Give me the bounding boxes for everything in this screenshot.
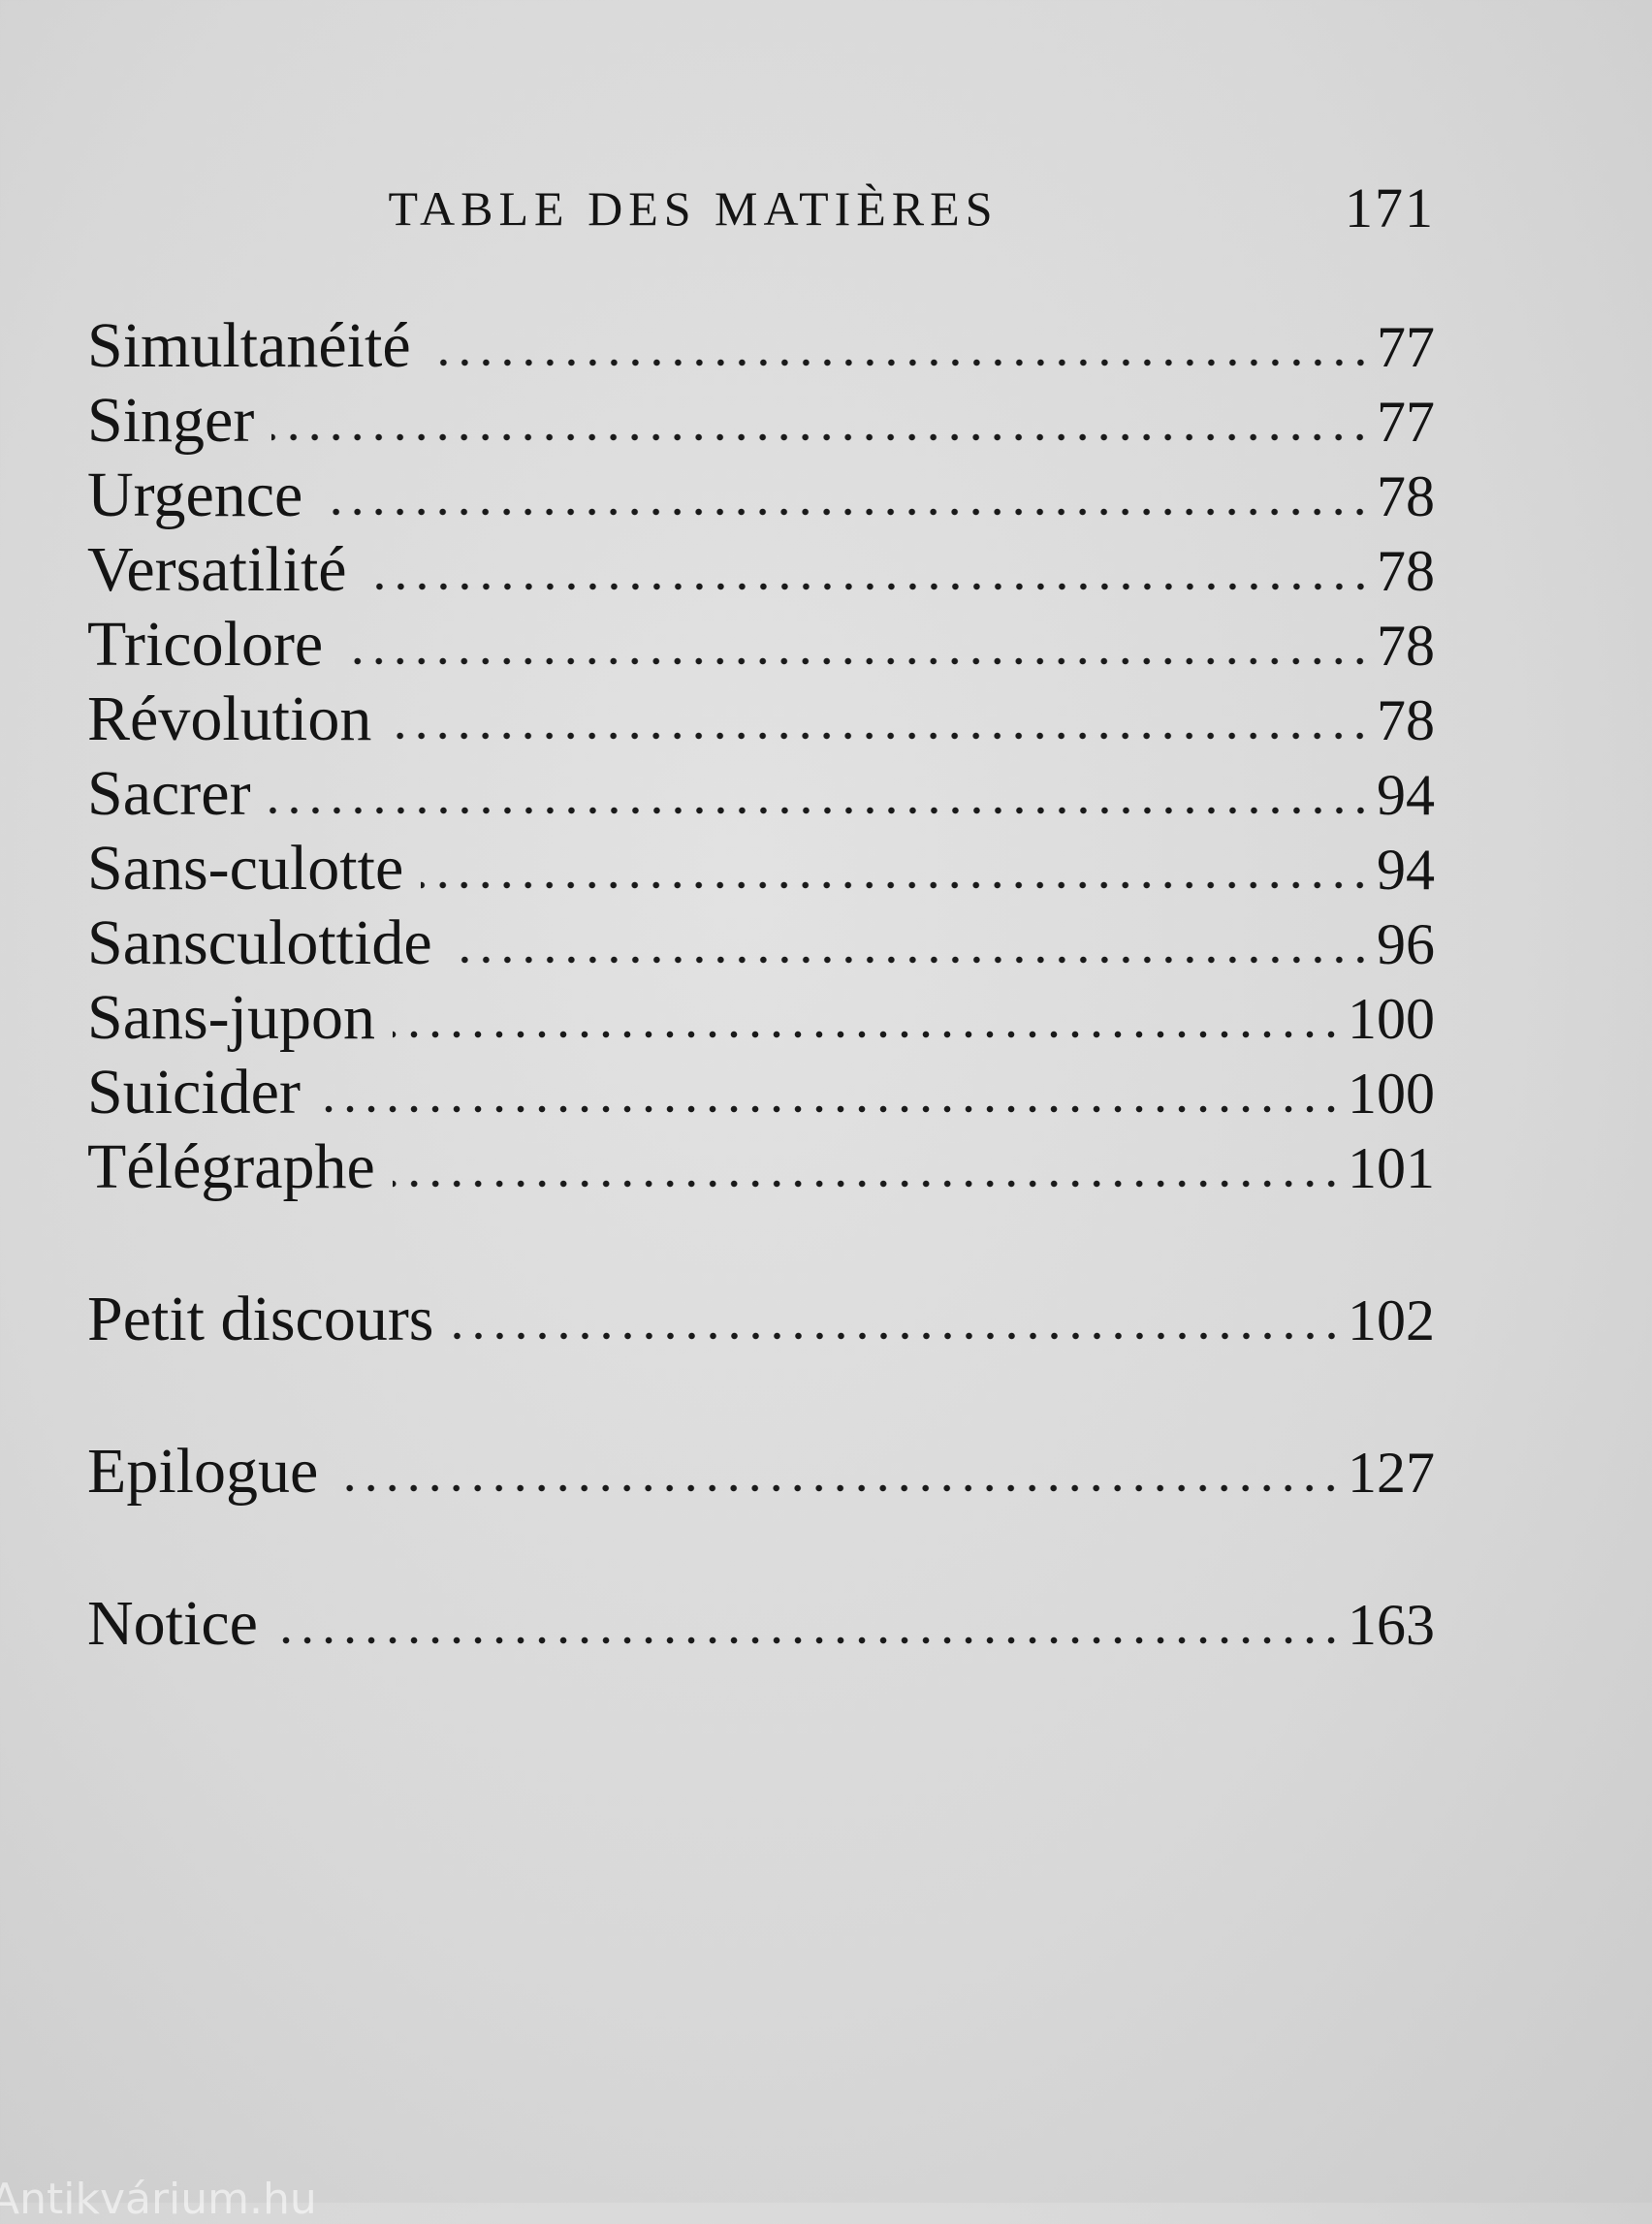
entry-label: Sans-jupon	[87, 982, 375, 1053]
watermark: Antikvárium.hu	[0, 2175, 317, 2224]
dot-leader	[335, 1484, 1342, 1492]
entry-label: Notice	[87, 1588, 258, 1659]
toc-entry: Télégraphe 101	[87, 1129, 1435, 1204]
dot-leader	[392, 1180, 1342, 1188]
dot-leader	[421, 881, 1371, 889]
entry-label: Suicider	[87, 1057, 301, 1128]
toc-entry: Epilogue 127	[87, 1434, 1435, 1509]
toc-entry: Notice 163	[87, 1586, 1435, 1661]
entry-label: Singer	[87, 385, 255, 456]
entry-page: 102	[1348, 1288, 1435, 1352]
header-page-number: 171	[1345, 176, 1435, 239]
entry-label: Sacrer	[87, 758, 251, 829]
header-title: TABLE DES MATIÈRES	[388, 181, 999, 236]
entry-page: 127	[1348, 1441, 1435, 1505]
toc-entry: Singer 77	[87, 383, 1435, 458]
dot-leader	[364, 583, 1371, 590]
dot-leader	[451, 1332, 1342, 1340]
dot-leader	[274, 1636, 1342, 1644]
entry-page: 94	[1377, 763, 1435, 827]
entry-label: Révolution	[87, 683, 372, 754]
entry-page: 101	[1348, 1136, 1435, 1200]
entry-page: 94	[1377, 838, 1435, 902]
dot-leader	[320, 508, 1371, 516]
toc-entry: Sans-jupon 100	[87, 980, 1435, 1055]
entry-page: 78	[1377, 539, 1435, 603]
entry-page: 78	[1377, 464, 1435, 528]
toc-entry: Tricolore 78	[87, 607, 1435, 682]
entry-page: 163	[1348, 1593, 1435, 1657]
toc-entry: Petit discours 102	[87, 1282, 1435, 1356]
toc-entry: Urgence 78	[87, 458, 1435, 532]
entry-label: Sansculottide	[87, 907, 432, 978]
dot-leader	[393, 1031, 1342, 1038]
entry-page: 77	[1377, 390, 1435, 454]
entry-label: Simultanéité	[87, 310, 411, 381]
entry-label: Epilogue	[87, 1436, 319, 1507]
dot-leader	[268, 807, 1371, 814]
entry-label: Tricolore	[87, 609, 324, 680]
toc-entry: Sans-culotte 94	[87, 831, 1435, 905]
toc-entry: Suicider 100	[87, 1055, 1435, 1129]
toc-entry: Sacrer 94	[87, 756, 1435, 831]
dot-leader	[428, 359, 1371, 366]
toc-entry: Simultanéité 77	[87, 308, 1435, 383]
dot-leader	[271, 433, 1371, 441]
toc-group: Simultanéité 77 Singer 77 Urgence 78 Versatili…	[87, 308, 1435, 1204]
entry-page: 78	[1377, 614, 1435, 678]
entry-page: 100	[1348, 987, 1435, 1051]
running-header: TABLE DES MATIÈRES 171	[87, 175, 1435, 242]
toc-entry: Révolution 78	[87, 682, 1435, 756]
entry-page: 78	[1377, 688, 1435, 752]
dot-leader	[389, 732, 1371, 740]
dot-leader	[449, 956, 1371, 964]
entry-label: Urgence	[87, 460, 303, 530]
toc-group: Petit discours 102	[87, 1282, 1435, 1356]
entry-label: Télégraphe	[87, 1131, 375, 1202]
entry-page: 100	[1348, 1062, 1435, 1126]
entry-label: Versatilité	[87, 534, 347, 605]
dot-leader	[340, 657, 1371, 665]
dot-leader	[317, 1105, 1342, 1113]
toc-group: Epilogue 127	[87, 1434, 1435, 1509]
entry-page: 96	[1377, 912, 1435, 976]
entry-label: Petit discours	[87, 1284, 434, 1354]
toc-entry: Versatilité 78	[87, 532, 1435, 607]
entry-page: 77	[1377, 315, 1435, 379]
toc-entry: Sansculottide 96	[87, 905, 1435, 980]
table-of-contents: Simultanéité 77 Singer 77 Urgence 78 Versatili…	[87, 308, 1435, 1661]
entry-label: Sans-culotte	[87, 833, 404, 904]
toc-group: Notice 163	[87, 1586, 1435, 1661]
